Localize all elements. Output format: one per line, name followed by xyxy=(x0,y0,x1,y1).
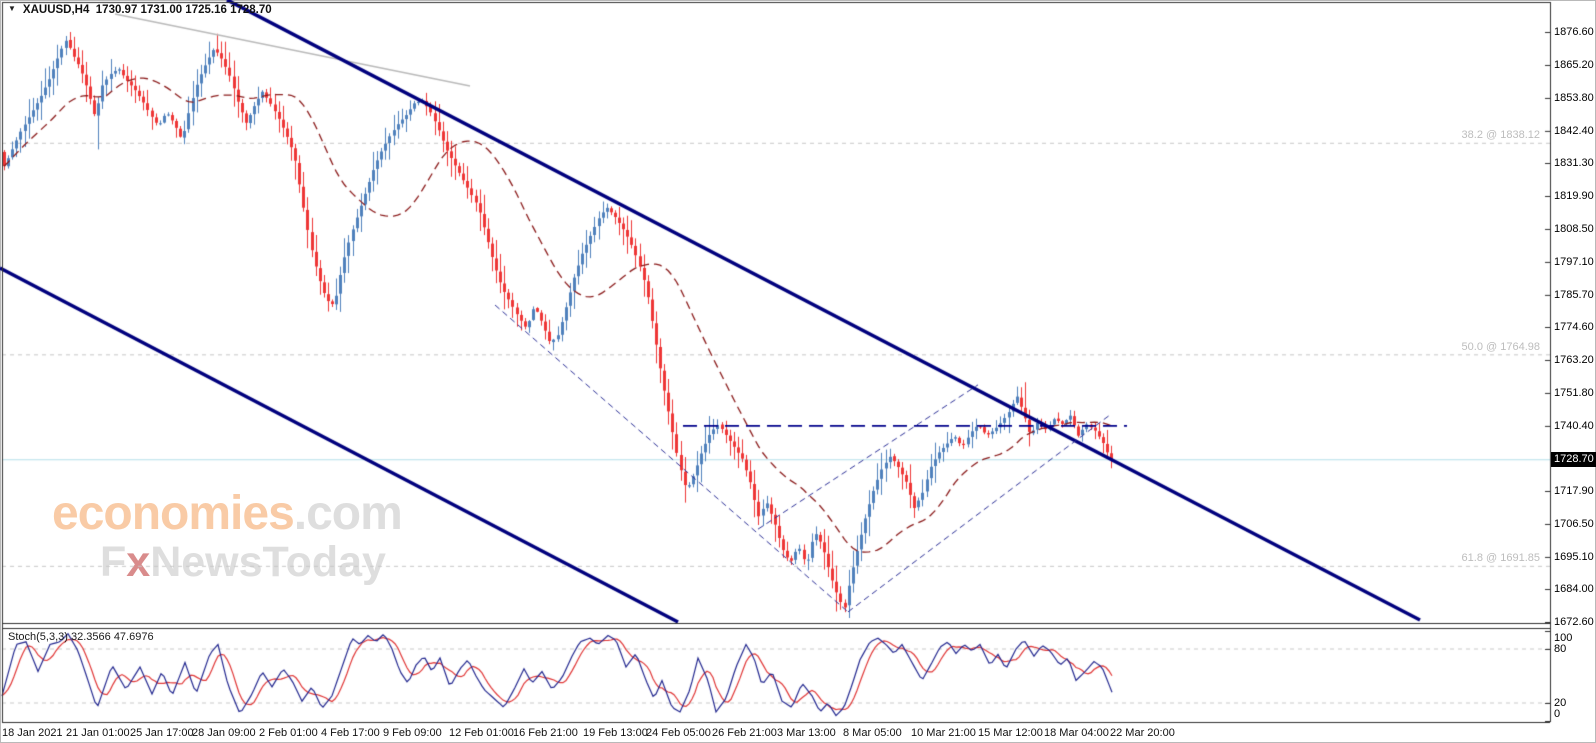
symbol-dropdown-icon[interactable]: ▼ xyxy=(8,4,16,13)
chart-title: ▼ XAUUSD,H4 1730.97 1731.00 1725.16 1728.… xyxy=(8,4,272,16)
price-tick-label: 1785.70 xyxy=(1554,288,1594,301)
time-axis-label: 12 Feb 01:00 xyxy=(449,727,514,739)
price-tick-label: 1672.60 xyxy=(1554,616,1594,628)
time-axis-label: 16 Feb 21:00 xyxy=(513,727,578,739)
time-axis-label: 15 Mar 12:00 xyxy=(978,727,1043,739)
price-tick-label: 1706.50 xyxy=(1554,517,1594,530)
time-axis-label: 26 Feb 21:00 xyxy=(712,727,777,739)
time-axis-label: 9 Feb 09:00 xyxy=(383,727,442,739)
time-axis-label: 25 Jan 17:00 xyxy=(130,727,194,739)
price-tick-label: 1876.60 xyxy=(1554,26,1594,38)
stoch-tick-label: 20 xyxy=(1554,696,1567,709)
price-tick-label: 1819.90 xyxy=(1554,189,1594,202)
price-tick-label: 1842.40 xyxy=(1554,124,1594,137)
time-axis-label: 4 Feb 17:00 xyxy=(321,727,380,739)
price-tick-label: 1865.20 xyxy=(1554,58,1594,71)
stoch-tick-label: 80 xyxy=(1554,642,1567,655)
stochastic-name: Stoch(5,3,3) xyxy=(8,631,68,643)
fib-level-label: 38.2 @ 1838.12 xyxy=(1461,129,1540,142)
time-axis-label: 21 Jan 01:00 xyxy=(66,727,130,739)
price-tick-label: 1763.20 xyxy=(1554,353,1594,366)
price-tick-label: 1853.80 xyxy=(1554,91,1594,104)
stoch-tick-label: 0 xyxy=(1554,707,1561,720)
time-axis-label: 8 Mar 05:00 xyxy=(843,727,902,739)
time-axis-label: 19 Feb 13:00 xyxy=(583,727,648,739)
time-axis-label: 24 Feb 05:00 xyxy=(646,727,711,739)
price-tick-label: 1774.60 xyxy=(1554,321,1594,333)
time-axis-label: 2 Feb 01:00 xyxy=(259,727,318,739)
time-axis-label: 3 Mar 13:00 xyxy=(777,727,836,739)
price-tick-label: 1740.40 xyxy=(1554,419,1594,432)
fib-level-label: 61.8 @ 1691.85 xyxy=(1461,552,1540,565)
time-axis-label: 10 Mar 21:00 xyxy=(911,727,976,739)
price-tick-label: 1751.80 xyxy=(1554,386,1594,399)
stochastic-signal-value: 47.6976 xyxy=(113,631,154,643)
price-tick-label: 1831.30 xyxy=(1554,157,1594,169)
price-tick-label: 1808.50 xyxy=(1554,222,1594,235)
time-axis-label: 22 Mar 20:00 xyxy=(1110,727,1175,739)
current-price-tag: 1728.70 xyxy=(1551,452,1596,468)
ohlc-values-label: 1730.97 1731.00 1725.16 1728.70 xyxy=(95,4,272,16)
time-axis-label: 18 Mar 04:00 xyxy=(1044,727,1109,739)
symbol-period-label: XAUUSD,H4 xyxy=(22,4,90,16)
price-tick-label: 1717.90 xyxy=(1554,484,1594,497)
price-tick-label: 1695.10 xyxy=(1554,550,1594,563)
stochastic-indicator-label: Stoch(5,3,3) 32.3566 47.6976 xyxy=(8,631,154,643)
time-axis-label: 28 Jan 09:00 xyxy=(192,727,256,739)
stochastic-main-value: 32.3566 xyxy=(70,631,111,643)
fib-level-label: 50.0 @ 1764.98 xyxy=(1461,340,1540,353)
price-tick-label: 1684.00 xyxy=(1554,583,1594,596)
time-axis-label: 18 Jan 2021 xyxy=(2,727,63,739)
stoch-tick-label: 100 xyxy=(1554,631,1573,644)
price-tick-label: 1797.10 xyxy=(1554,255,1594,268)
